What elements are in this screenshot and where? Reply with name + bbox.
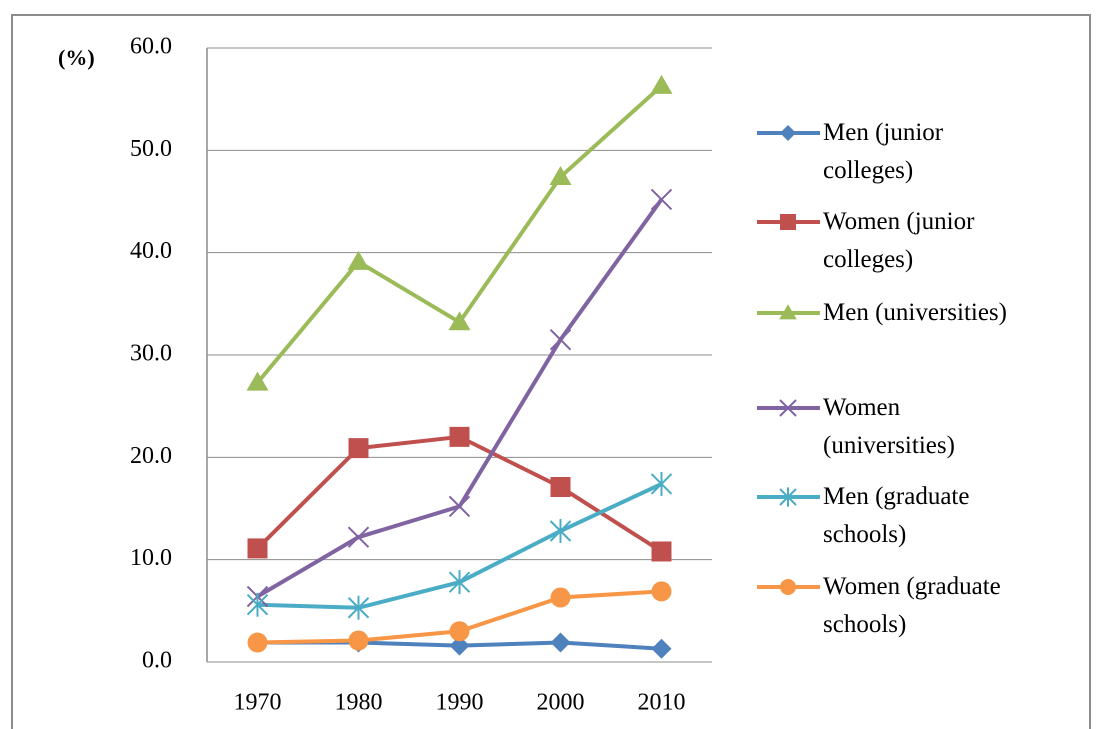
marker [246, 371, 269, 391]
marker [651, 581, 672, 602]
chart-frame [11, 14, 1091, 729]
legend-label: Women (junior colleges) [823, 208, 975, 273]
marker [347, 526, 370, 548]
legend-label: Women (graduate schools) [823, 573, 1001, 638]
legend-entry: Women (universities) [823, 394, 955, 459]
marker [650, 74, 673, 94]
marker [650, 471, 673, 496]
y-tick-label: 20.0 [130, 443, 172, 469]
marker [247, 538, 268, 559]
y-tick-label: 0.0 [142, 648, 172, 674]
marker [650, 188, 673, 211]
marker [779, 304, 797, 320]
legend-label: Men (junior colleges) [823, 119, 944, 184]
marker [449, 635, 470, 656]
marker [550, 477, 571, 498]
marker [348, 630, 369, 651]
marker [449, 621, 470, 642]
legend-label: Men (universities) [823, 299, 1007, 326]
marker [550, 587, 571, 608]
marker [448, 495, 471, 518]
y-axis-label: (%) [58, 45, 95, 70]
legend-label: Men (graduate schools) [823, 483, 970, 548]
marker [549, 328, 572, 351]
x-tick-label: 1970 [234, 690, 282, 716]
y-tick-label: 10.0 [130, 545, 172, 571]
x-tick-label: 2000 [537, 690, 585, 716]
marker [779, 487, 797, 507]
legend-entry: Men (junior colleges) [823, 119, 944, 184]
y-tick-label: 30.0 [130, 341, 172, 367]
y-tick-label: 60.0 [130, 34, 172, 60]
legend-label: Women (universities) [823, 394, 955, 459]
marker [246, 592, 269, 617]
marker [549, 519, 572, 544]
marker [779, 399, 797, 417]
y-tick-label: 40.0 [130, 238, 172, 264]
marker [780, 214, 796, 230]
marker [448, 570, 471, 595]
legend-entry: Women (junior colleges) [823, 208, 975, 273]
marker [347, 250, 370, 270]
marker [449, 426, 470, 447]
marker [550, 632, 571, 653]
marker [780, 125, 796, 141]
marker [780, 579, 796, 595]
x-tick-label: 1980 [335, 690, 383, 716]
legend-entry: Men (graduate schools) [823, 483, 970, 548]
marker [549, 165, 572, 185]
x-tick-label: 1990 [436, 690, 484, 716]
marker [348, 438, 369, 459]
marker [651, 638, 672, 659]
marker [651, 541, 672, 562]
x-tick-label: 2010 [638, 690, 686, 716]
marker [247, 632, 268, 653]
y-tick-label: 50.0 [130, 136, 172, 162]
legend-entry: Men (universities) [823, 299, 1007, 326]
legend-entry: Women (graduate schools) [823, 573, 1001, 638]
marker [347, 595, 370, 620]
marker [448, 311, 471, 331]
